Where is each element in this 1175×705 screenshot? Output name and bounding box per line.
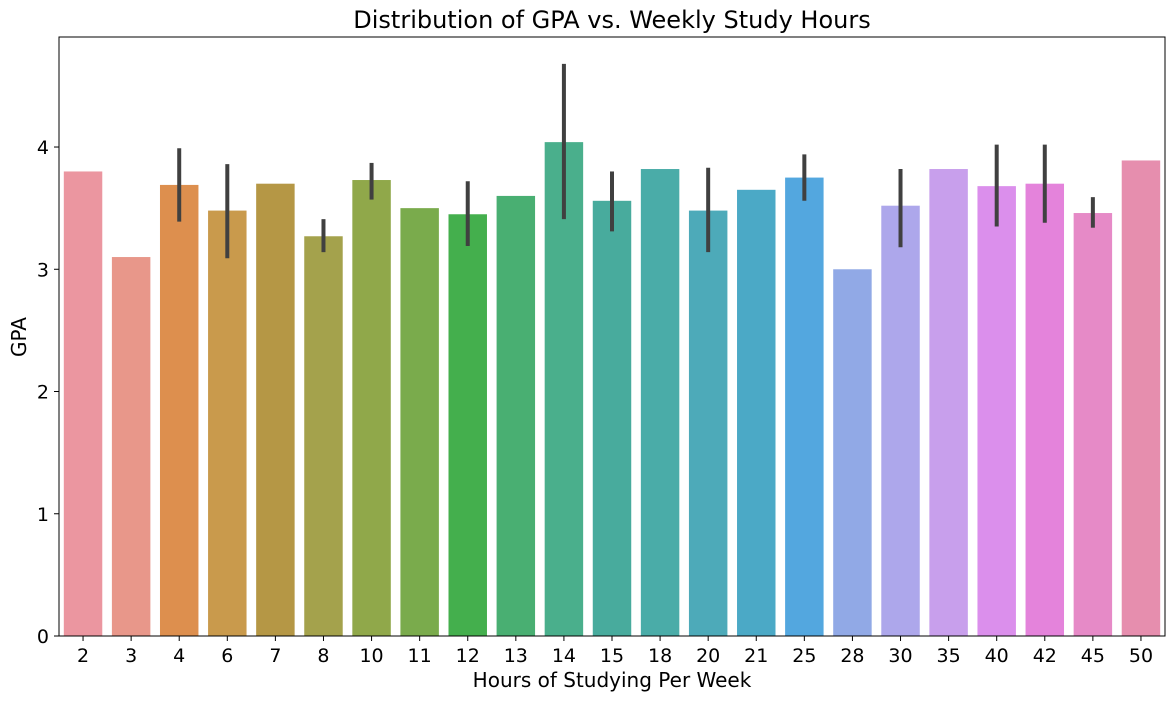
bar-30: [881, 205, 920, 637]
x-axis: 2 3 4 6 7 8 10 11 12 13 14 15 18 20 21 25 28 30 35 40 42 45 50: [77, 636, 1153, 667]
bar-3: [111, 257, 151, 636]
x-tick-label-3: 3: [125, 645, 137, 667]
bar-13: [496, 195, 536, 636]
bar-35: [929, 169, 968, 637]
bar-2: [63, 171, 103, 636]
y-tick-label-0: 0: [37, 626, 49, 648]
x-tick-label-2: 2: [77, 645, 89, 667]
bar-42: [1025, 183, 1065, 636]
x-axis-label: Hours of Studying Per Week: [473, 668, 752, 692]
bar-11: [400, 208, 439, 636]
x-tick-label-7: 7: [269, 645, 281, 667]
bars-group: [63, 142, 1161, 637]
y-tick-label-2: 2: [37, 382, 49, 404]
x-tick-label-50: 50: [1129, 645, 1153, 667]
bar-12: [448, 214, 487, 636]
bar-18: [640, 169, 680, 637]
x-tick-label-18: 18: [648, 645, 672, 667]
x-tick-label-13: 13: [504, 645, 528, 667]
bar-6: [208, 210, 247, 636]
x-tick-label-28: 28: [840, 645, 864, 667]
x-tick-label-11: 11: [408, 645, 432, 667]
bar-45: [1073, 213, 1113, 636]
x-tick-label-15: 15: [600, 645, 624, 667]
x-tick-label-6: 6: [221, 645, 233, 667]
bar-7: [256, 183, 295, 636]
bar-50: [1121, 160, 1161, 636]
x-tick-label-4: 4: [173, 645, 185, 667]
y-tick-label-3: 3: [37, 259, 49, 281]
bar-21: [737, 189, 776, 636]
x-tick-label-12: 12: [456, 645, 480, 667]
x-tick-label-42: 42: [1033, 645, 1057, 667]
y-axis: 0 1 2 3 4: [37, 137, 59, 648]
bar-28: [833, 269, 872, 636]
x-tick-label-30: 30: [888, 645, 912, 667]
x-tick-label-14: 14: [552, 645, 576, 667]
x-tick-label-10: 10: [359, 645, 383, 667]
y-axis-label: GPA: [7, 317, 31, 357]
x-tick-label-25: 25: [792, 645, 816, 667]
bar-15: [592, 200, 632, 636]
x-tick-label-20: 20: [696, 645, 720, 667]
bar-20: [688, 210, 728, 636]
bar-40: [977, 186, 1016, 636]
x-tick-label-35: 35: [937, 645, 961, 667]
bar-10: [352, 180, 391, 636]
error-bars-group: [177, 63, 1095, 259]
x-tick-label-8: 8: [317, 645, 329, 667]
x-tick-label-21: 21: [744, 645, 768, 667]
x-tick-label-40: 40: [985, 645, 1009, 667]
bar-14: [544, 142, 584, 636]
y-tick-label-1: 1: [37, 504, 49, 526]
y-tick-label-4: 4: [37, 137, 49, 159]
x-tick-label-45: 45: [1081, 645, 1105, 667]
bar-25: [785, 177, 824, 636]
bar-4: [159, 184, 199, 636]
bar-8: [304, 236, 343, 636]
chart-title: Distribution of GPA vs. Weekly Study Hou…: [353, 6, 870, 34]
